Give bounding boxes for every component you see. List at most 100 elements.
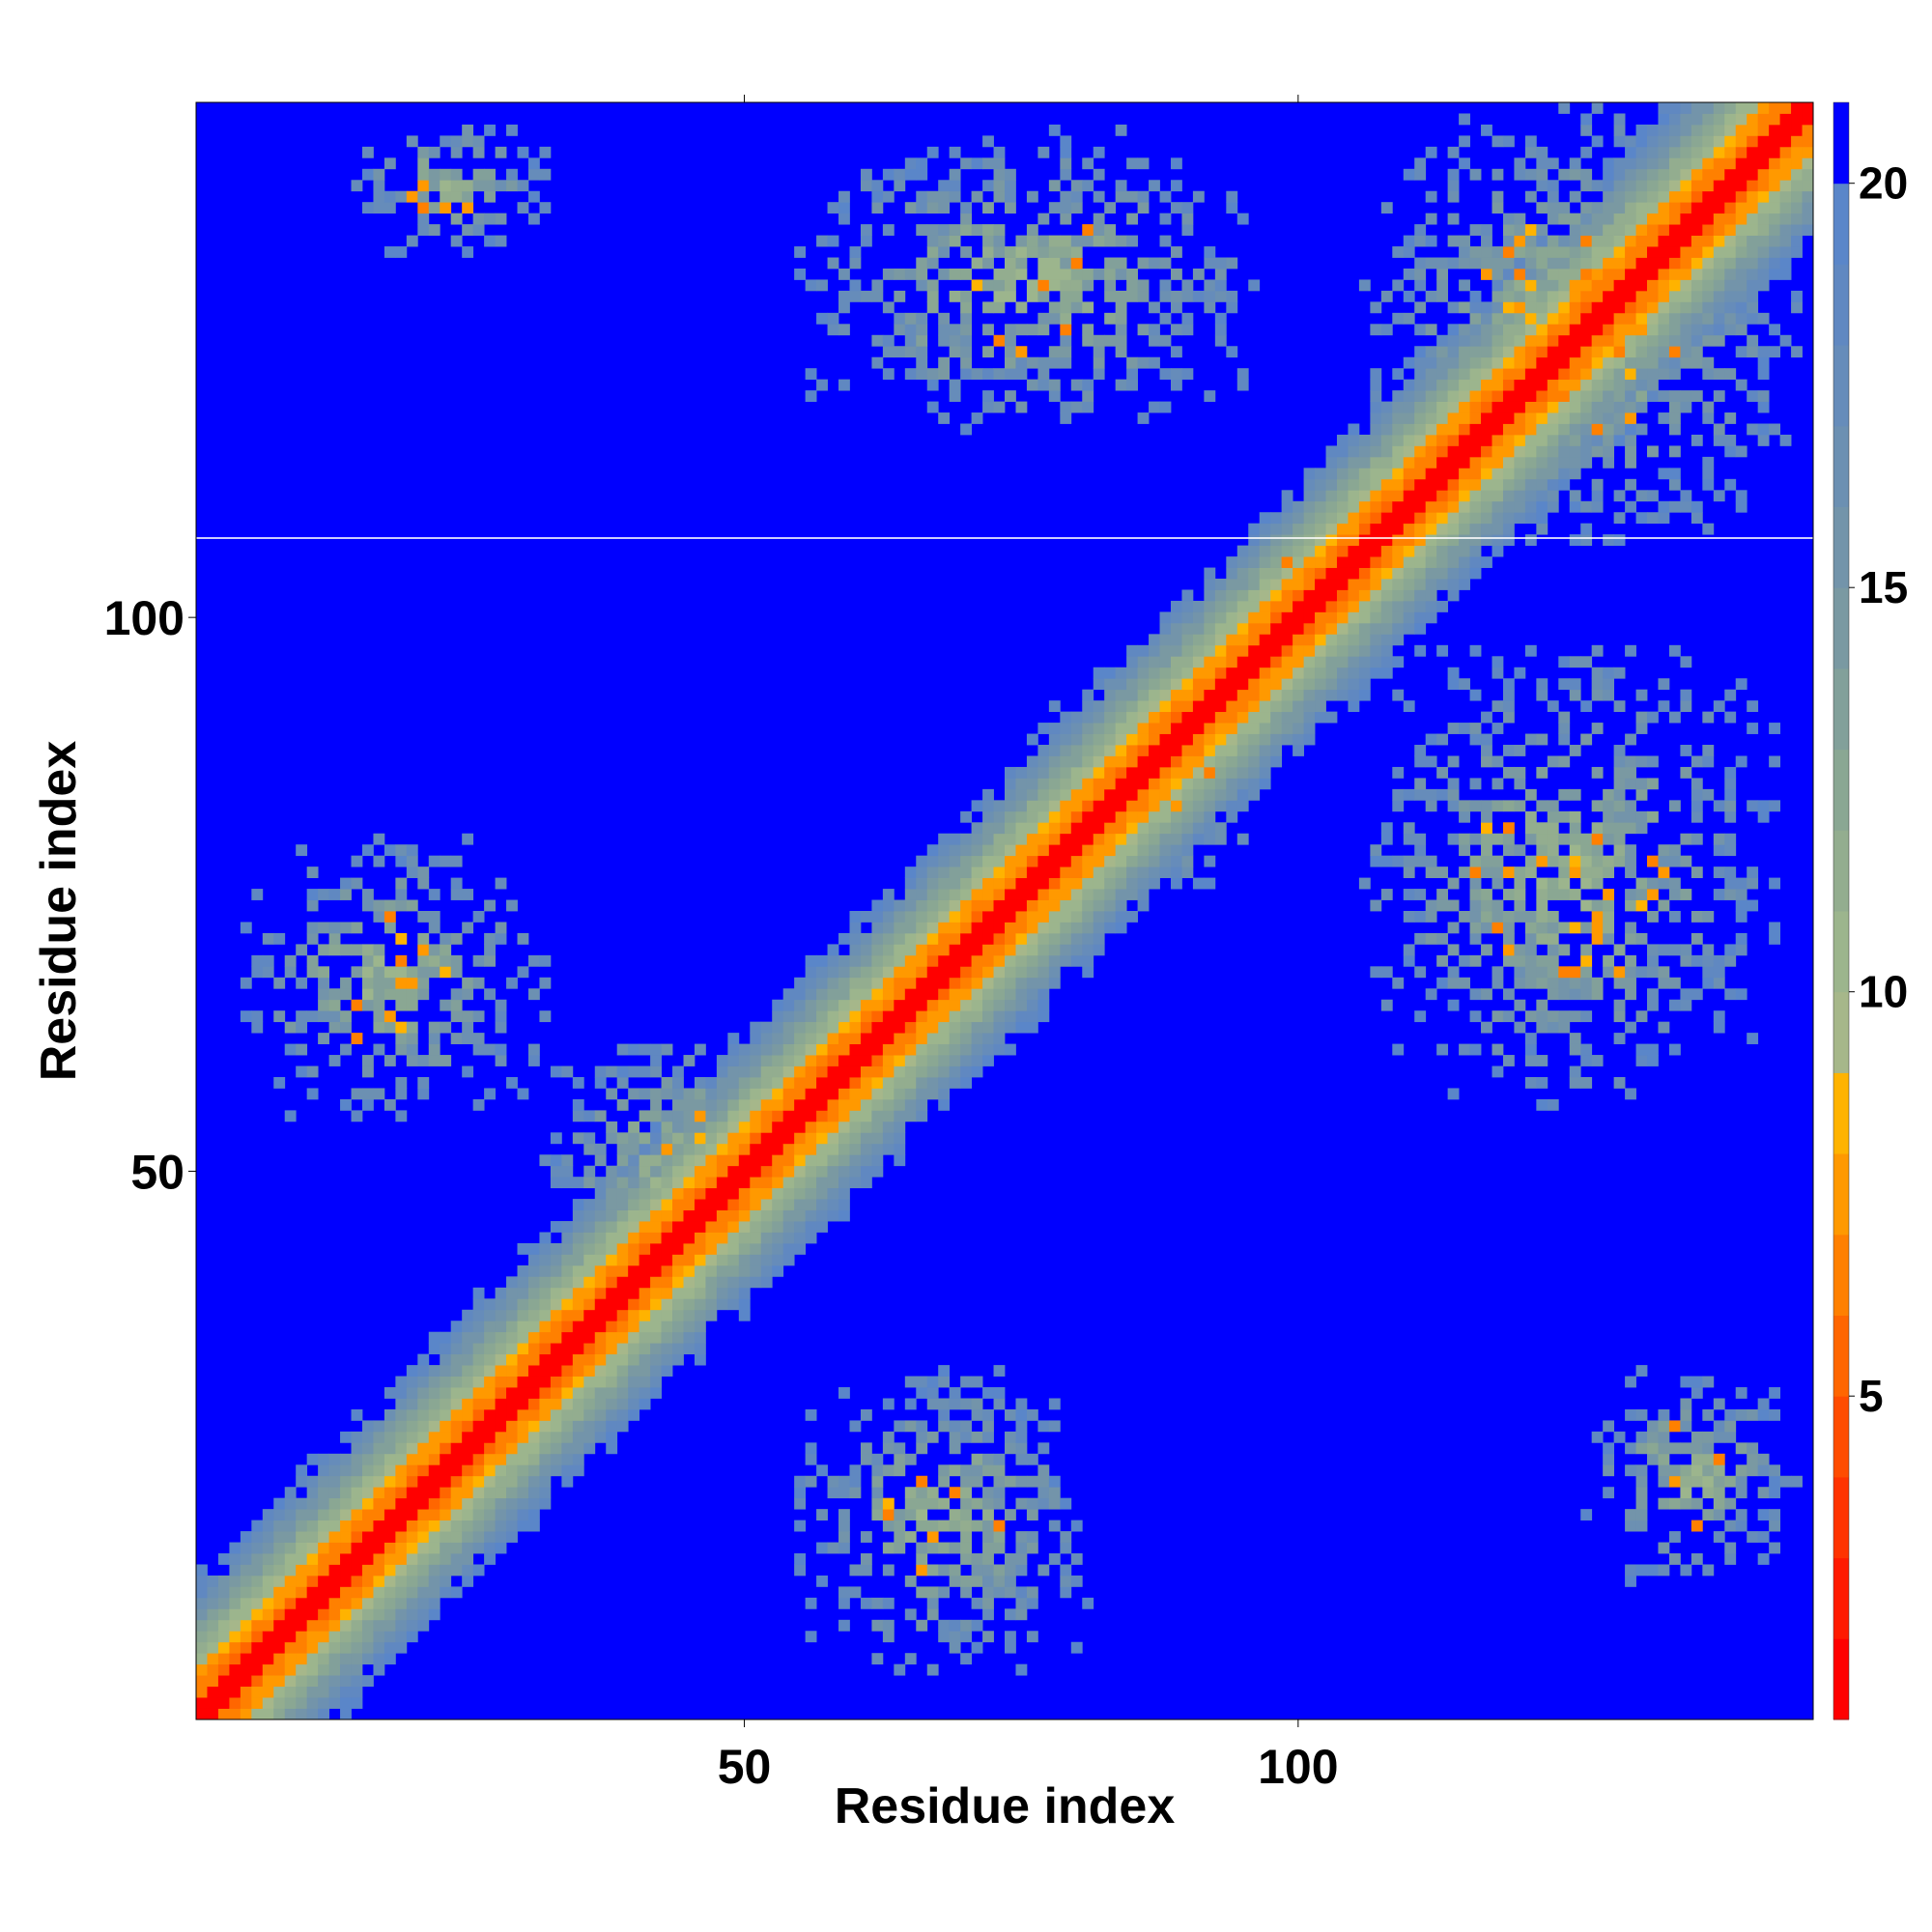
heatmap-cell: [1524, 490, 1537, 502]
heatmap-cell: [993, 1021, 1006, 1034]
heatmap-cell: [1005, 1431, 1016, 1443]
heatmap-cell: [1635, 312, 1648, 325]
heatmap-cell: [1293, 644, 1304, 657]
heatmap-cell: [960, 213, 973, 225]
heatmap-cell: [1580, 268, 1593, 280]
heatmap-cell: [1380, 833, 1393, 845]
heatmap-cell: [805, 954, 817, 967]
heatmap-cell: [650, 1387, 662, 1399]
heatmap-cell: [1558, 379, 1571, 391]
heatmap-cell: [561, 1365, 574, 1377]
heatmap-cell: [772, 1110, 784, 1122]
heatmap-cell: [1690, 301, 1703, 314]
heatmap-cell: [860, 1177, 872, 1189]
heatmap-cell: [1259, 755, 1271, 768]
heatmap-cell: [1093, 922, 1105, 934]
heatmap-cell: [782, 1209, 795, 1222]
heatmap-cell: [1481, 312, 1492, 325]
heatmap-cell: [1613, 844, 1626, 857]
heatmap-cell: [318, 1697, 329, 1709]
heatmap-cell: [1668, 146, 1681, 158]
heatmap-cell: [1447, 368, 1460, 381]
heatmap-cell: [1613, 778, 1626, 790]
heatmap-cell: [1702, 1453, 1715, 1465]
heatmap-cell: [727, 1055, 740, 1066]
heatmap-cell: [871, 180, 884, 192]
heatmap-cell: [727, 1187, 740, 1200]
heatmap-cell: [949, 833, 961, 845]
heatmap-cell: [472, 1542, 485, 1554]
heatmap-cell: [1126, 877, 1138, 890]
heatmap-cell: [395, 1442, 408, 1455]
heatmap-cell: [616, 1065, 629, 1078]
heatmap-cell: [683, 1221, 696, 1233]
heatmap-cell: [1635, 1055, 1648, 1066]
heatmap-cell: [217, 1631, 230, 1643]
heatmap-cell: [1690, 324, 1703, 336]
heatmap-cell: [1236, 678, 1249, 691]
heatmap-cell: [772, 1121, 784, 1133]
heatmap-cell: [594, 1376, 607, 1388]
heatmap-cell: [1259, 567, 1271, 580]
heatmap-cell: [417, 954, 430, 967]
heatmap-cell: [1635, 190, 1648, 203]
heatmap-cell: [1514, 168, 1526, 181]
heatmap-cell: [1348, 700, 1360, 713]
heatmap-cell: [1414, 966, 1427, 979]
heatmap-cell: [351, 944, 363, 956]
heatmap-cell: [705, 1165, 718, 1178]
heatmap-cell: [1281, 500, 1293, 513]
heatmap-cell: [527, 1475, 540, 1488]
heatmap-cell: [1514, 899, 1526, 912]
heatmap-cell: [894, 180, 906, 192]
heatmap-cell: [1625, 899, 1636, 912]
heatmap-cell: [982, 932, 994, 945]
heatmap-cell: [450, 213, 463, 225]
heatmap-cell: [794, 1076, 807, 1089]
heatmap-cell: [572, 1209, 584, 1222]
heatmap-cell: [1536, 523, 1548, 535]
heatmap-cell: [1226, 755, 1238, 768]
heatmap-cell: [1115, 899, 1127, 912]
heatmap-cell: [1658, 1464, 1670, 1477]
heatmap-cell: [938, 944, 951, 956]
heatmap-cell: [1082, 723, 1094, 734]
heatmap-cell: [1137, 644, 1150, 657]
heatmap-cell: [1481, 889, 1492, 900]
heatmap-cell: [1170, 644, 1182, 657]
heatmap-cell: [716, 1055, 728, 1066]
heatmap-cell: [1613, 390, 1626, 402]
heatmap-cell: [871, 279, 884, 292]
heatmap-cell: [1226, 711, 1238, 724]
heatmap-cell: [1137, 656, 1150, 668]
heatmap-cell: [229, 1542, 242, 1554]
heatmap-cell: [727, 1165, 740, 1178]
heatmap-cell: [816, 1065, 828, 1078]
heatmap-cell: [1414, 745, 1427, 756]
heatmap-cell: [1425, 567, 1437, 580]
heatmap-cell: [1569, 745, 1581, 756]
heatmap-cell: [916, 1098, 928, 1111]
heatmap-cell: [296, 1497, 308, 1510]
heatmap-cell: [949, 1055, 961, 1066]
heatmap-cell: [794, 1165, 807, 1178]
heatmap-cell: [1358, 468, 1371, 480]
heatmap-cell: [229, 1597, 242, 1609]
heatmap-cell: [916, 1586, 928, 1599]
heatmap-cell: [495, 1343, 507, 1355]
heatmap-cell: [1647, 168, 1659, 181]
heatmap-cell: [882, 889, 895, 900]
heatmap-cell: [384, 1098, 396, 1111]
heatmap-cell: [894, 1143, 906, 1155]
heatmap-cell: [450, 1553, 463, 1565]
heatmap-cell: [384, 977, 396, 989]
heatmap-cell: [527, 1453, 540, 1465]
heatmap-cell: [750, 1143, 762, 1155]
heatmap-cell: [240, 1553, 252, 1565]
heatmap-cell: [428, 1509, 440, 1521]
heatmap-cell: [971, 944, 983, 956]
heatmap-cell: [440, 1331, 452, 1344]
heatmap-cell: [1668, 312, 1681, 325]
heatmap-cell: [1469, 778, 1482, 790]
heatmap-cell: [361, 1453, 374, 1465]
